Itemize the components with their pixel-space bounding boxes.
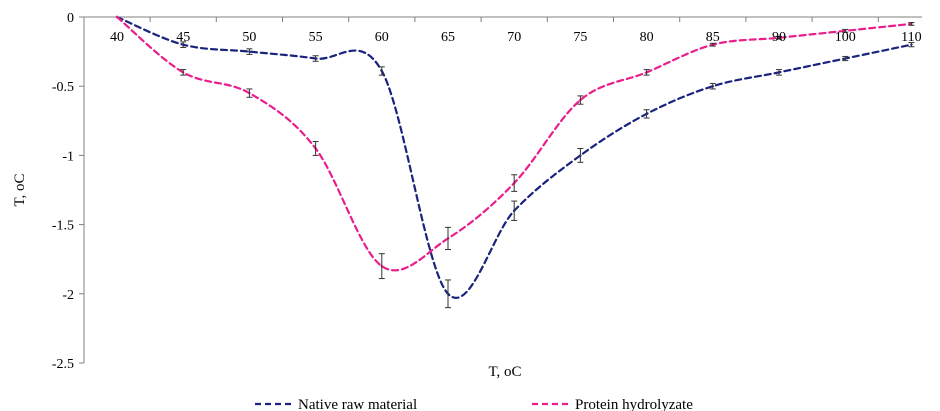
x-tick-label: 110: [901, 30, 921, 45]
y-tick-label: 0: [67, 11, 74, 26]
x-tick-label: 60: [375, 30, 389, 45]
x-tick-label: 100: [835, 30, 856, 45]
axes-layer: [79, 16, 922, 364]
legend-label-2: Protein hydrolyzate: [575, 397, 693, 411]
series-line-1: [115, 15, 913, 299]
x-tick-label: 75: [573, 30, 587, 45]
x-tick-label: 65: [441, 30, 455, 45]
x-axis-title: T, oC: [488, 364, 521, 380]
y-tick-label: -1: [62, 149, 74, 164]
label-layer: 0 -0.5 -1 -1.5 -2 -2.5 40 45 50 55 60 65 70 75 80 85 90 1…: [12, 11, 922, 380]
x-tick-label: 85: [706, 30, 720, 45]
legend-layer: Native raw material Protein hydrolyzate: [255, 397, 693, 411]
x-tick-label: 80: [640, 30, 654, 45]
errorbar-layer: [180, 22, 915, 309]
series-layer: [115, 15, 913, 299]
legend-label-1: Native raw material: [298, 397, 417, 411]
series-line-2: [115, 15, 913, 272]
x-tick-label: 40: [110, 30, 124, 45]
x-tick-label: 50: [242, 30, 256, 45]
y-tick-label: -2: [62, 288, 74, 303]
y-tick-label: -2.5: [52, 357, 74, 372]
data-point: [115, 15, 119, 19]
y-tick-label: -0.5: [52, 80, 74, 95]
x-tick-label: 70: [507, 30, 521, 45]
y-tick-label: -1.5: [52, 219, 74, 234]
x-tick-label: 55: [309, 30, 323, 45]
x-tick-label: 45: [176, 30, 190, 45]
x-tick-label: 90: [772, 30, 786, 45]
y-axis-title: T, oC: [12, 173, 28, 206]
